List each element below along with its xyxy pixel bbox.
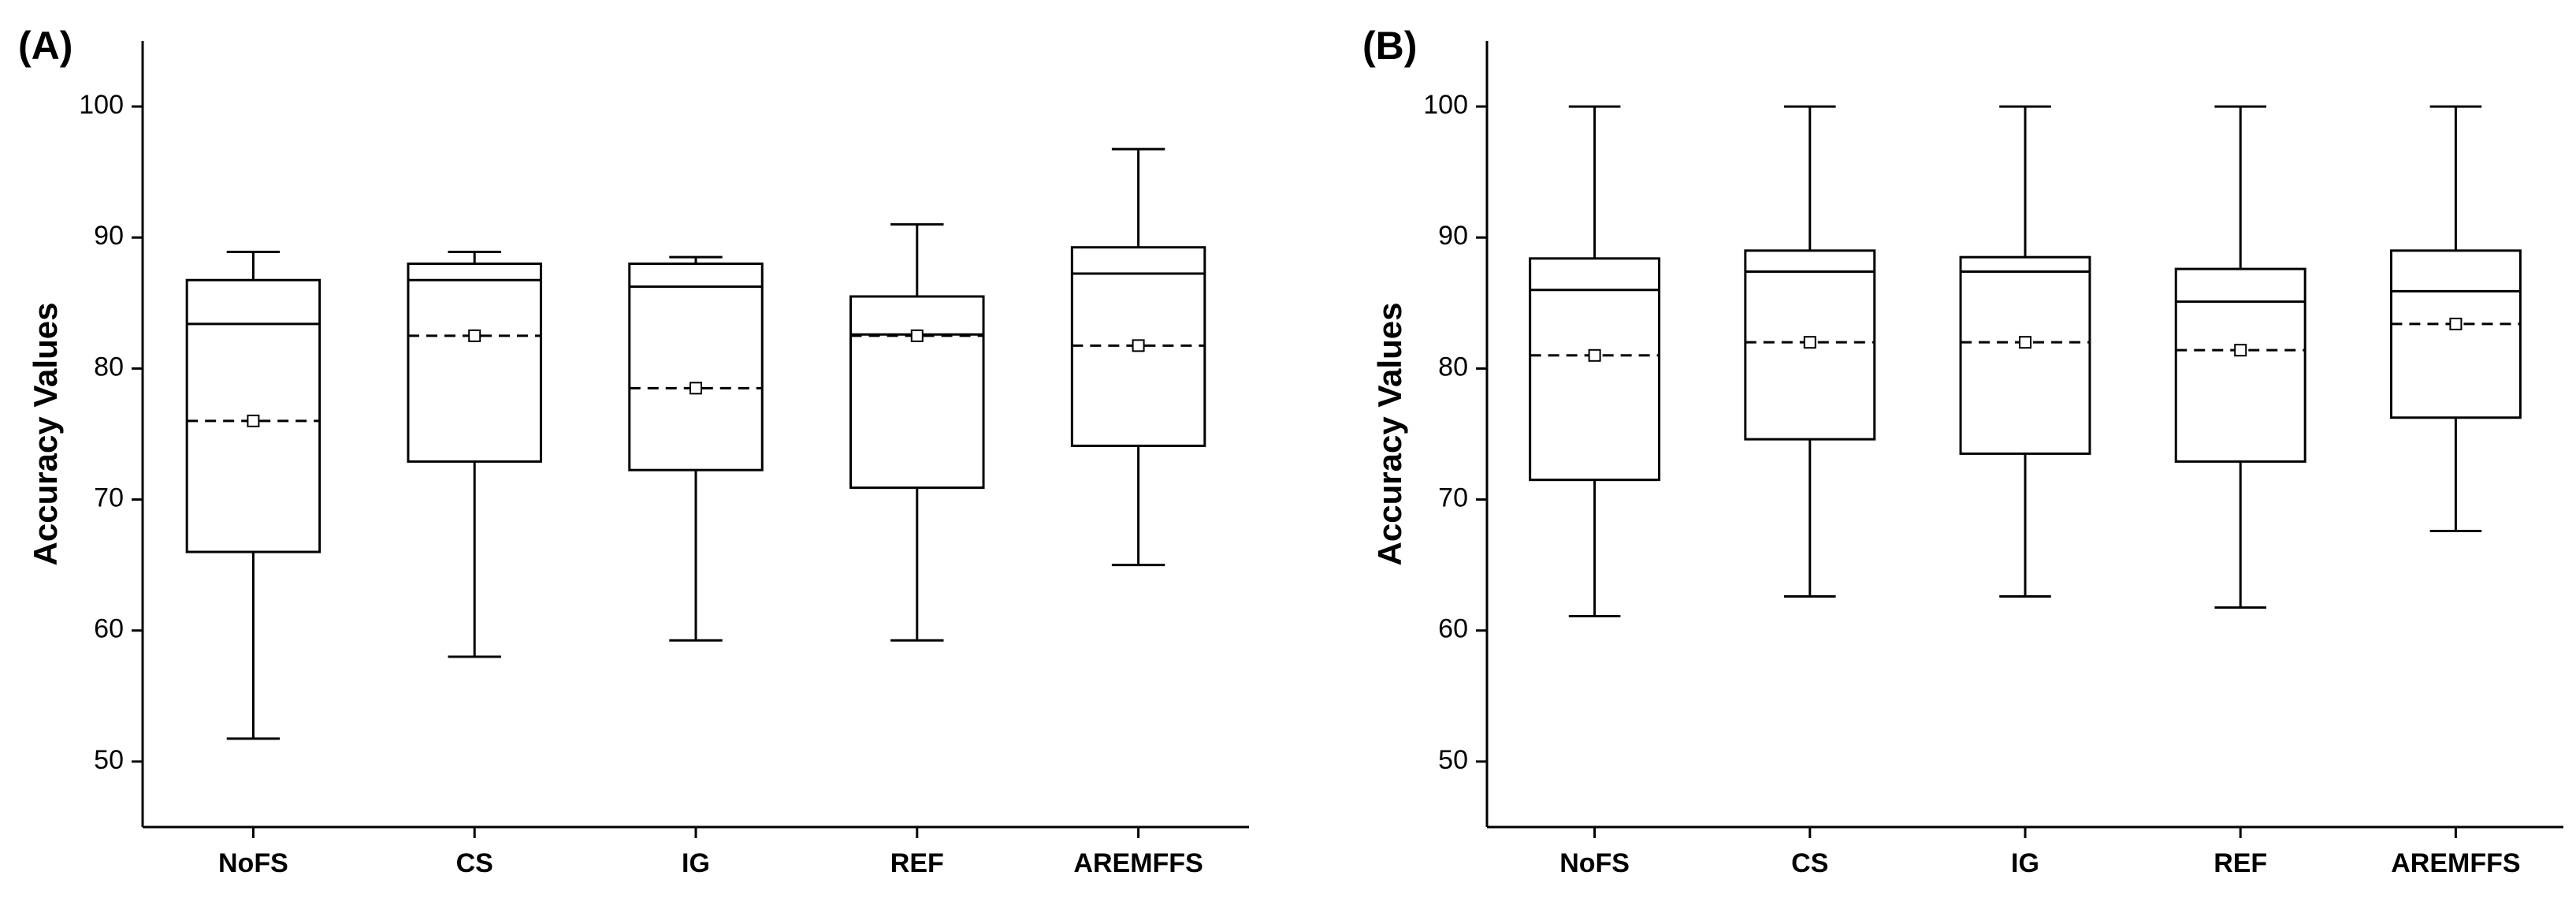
y-tick-label: 60 (1438, 614, 1468, 644)
mean-marker (2449, 317, 2463, 330)
x-tick-label: AREMFFS (1073, 848, 1203, 878)
y-tick-label: 80 (1438, 352, 1468, 382)
x-tick-label: NoFS (1559, 848, 1630, 878)
box (1744, 249, 1876, 441)
y-tick-label: 50 (1438, 745, 1468, 775)
x-tick-label: IG (682, 848, 710, 878)
mean-marker (1803, 336, 1816, 349)
mean-marker (910, 329, 924, 342)
box (1959, 255, 2091, 455)
y-tick-label: 100 (1423, 90, 1468, 120)
x-tick-label: CS (1791, 848, 1828, 878)
box (185, 278, 322, 553)
x-tick-label: CS (456, 848, 493, 878)
x-tick-label: REF (2214, 848, 2267, 878)
y-tick-label: 100 (79, 90, 124, 120)
y-tick-label: 80 (94, 352, 124, 382)
box (2389, 249, 2522, 419)
y-tick-label: 90 (1438, 221, 1468, 251)
box (849, 295, 985, 490)
y-tick-label: 50 (94, 745, 124, 775)
panel-label: (A) (18, 24, 72, 68)
box (407, 262, 542, 463)
y-tick-label: 60 (94, 614, 124, 644)
mean-marker (247, 414, 260, 427)
mean-marker (1132, 339, 1145, 352)
y-tick-label: 70 (1438, 483, 1468, 513)
x-tick-label: IG (2011, 848, 2039, 878)
mean-marker (690, 382, 702, 395)
y-tick-label: 70 (94, 483, 124, 513)
y-axis-title: Accuracy Values (27, 303, 64, 566)
box (1529, 257, 1661, 482)
mean-marker (2234, 344, 2247, 357)
mean-marker (1588, 348, 1601, 362)
box (2174, 267, 2307, 463)
x-tick-label: AREMFFS (2391, 848, 2520, 878)
x-tick-label: NoFS (218, 848, 288, 878)
panel-label: (B) (1362, 24, 1417, 68)
mean-marker (2019, 336, 2031, 349)
x-tick-label: REF (890, 848, 944, 878)
y-axis-title: Accuracy Values (1371, 303, 1408, 566)
mean-marker (468, 329, 481, 342)
y-tick-label: 90 (94, 221, 124, 251)
box (628, 262, 764, 471)
